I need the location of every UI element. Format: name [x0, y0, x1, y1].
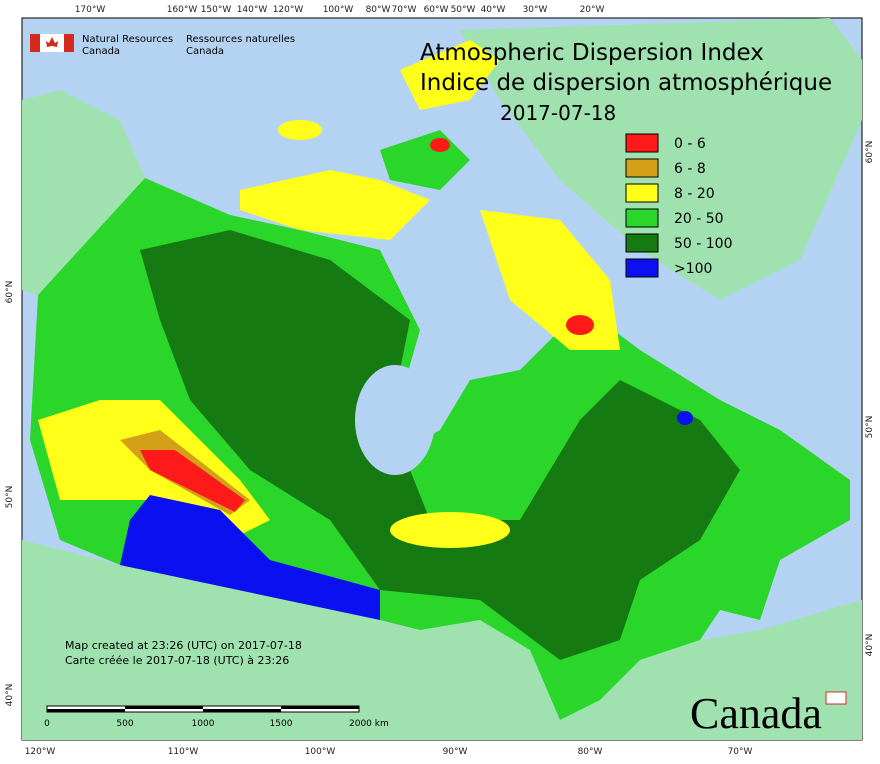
date: 2017-07-18 [500, 101, 616, 125]
legend-label: >100 [674, 261, 712, 277]
zone-gt-100 [677, 411, 693, 425]
legend-label: 50 - 100 [674, 236, 733, 252]
lon-label: 160°W [167, 5, 198, 15]
scale-label: 0 [44, 719, 50, 729]
top-labels: 170°W 160°W 150°W 140°W 120°W 100°W 80°W 70°W 60… [75, 5, 605, 15]
zone-0-6 [430, 138, 450, 152]
legend-swatch [625, 208, 659, 228]
lon-label: 100°W [323, 5, 354, 15]
wordmark-flag [825, 691, 847, 705]
agency-fr: Canada [186, 46, 224, 57]
legend-swatch [625, 133, 659, 153]
zone-50-100 [140, 230, 740, 660]
zone-labrador [480, 210, 620, 350]
zone-8-20 [390, 512, 510, 548]
lon-label: 50°W [451, 5, 476, 15]
zone-gt-100 [120, 495, 380, 620]
side-labels: 60°N 50°N 40°N 60°N 50°N 40°N [5, 141, 875, 707]
lon-label: 120°W [273, 5, 304, 15]
wordmark: Canada [690, 689, 822, 738]
footer: Map created at 23:26 (UTC) on 2017-07-18 [65, 639, 302, 652]
lat-label: 50°N [5, 486, 15, 509]
zone-0-6 [566, 315, 594, 335]
legend-label: 8 - 20 [674, 186, 715, 202]
lon-label: 170°W [75, 5, 106, 15]
lon-label: 110°W [168, 747, 199, 757]
footer: Carte créée le 2017-07-18 (UTC) à 23:26 [65, 654, 289, 667]
lat-label: 40°N [5, 684, 15, 707]
zone-0-6 [140, 450, 245, 512]
lon-label: 40°W [481, 5, 506, 15]
scale-seg [125, 706, 203, 709]
alaska [22, 90, 145, 295]
hudson-bay [355, 365, 435, 475]
lon-label: 150°W [201, 5, 232, 15]
lon-label: 70°W [392, 5, 417, 15]
legend-label: 0 - 6 [674, 136, 706, 152]
scale-label: 500 [116, 719, 133, 729]
usa [22, 540, 862, 740]
greenland [460, 18, 862, 300]
lon-label: 20°W [580, 5, 605, 15]
lon-label: 90°W [443, 747, 468, 757]
arctic-island [278, 120, 322, 140]
legend-swatch [625, 158, 659, 178]
lon-label: 120°W [25, 747, 56, 757]
bottom-labels: 120°W 110°W 100°W 90°W 80°W 70°W [25, 747, 753, 757]
scale-labels: 0 500 1000 1500 2000 km [44, 719, 389, 729]
scale-seg [47, 709, 125, 712]
lat-label: 60°N [5, 281, 15, 304]
agency-en: Canada [82, 46, 120, 57]
legend-label: 20 - 50 [674, 211, 724, 227]
scale-label: 2000 km [349, 719, 389, 729]
title: Indice de dispersion atmosphérique [420, 70, 832, 96]
legend: 0 - 6 6 - 8 8 - 20 20 - 50 50 - 100 >100 [625, 133, 733, 278]
flag-bar [30, 34, 40, 52]
legend-swatch [625, 183, 659, 203]
scale-label: 1500 [270, 719, 293, 729]
title: Atmospheric Dispersion Index [420, 40, 764, 66]
agency-en: Natural Resources [82, 34, 173, 45]
agency-fr: Ressources naturelles [186, 34, 295, 45]
arctic-island [400, 40, 500, 110]
lon-label: 100°W [305, 747, 336, 757]
scale-label: 1000 [192, 719, 215, 729]
maple-leaf [46, 37, 58, 47]
lon-label: 70°W [728, 747, 753, 757]
legend-swatch [625, 233, 659, 253]
flag-bar [64, 34, 74, 52]
scale-seg [203, 709, 281, 712]
lat-label: 60°N [865, 141, 875, 164]
lon-label: 30°W [523, 5, 548, 15]
lon-label: 80°W [578, 747, 603, 757]
lat-label: 40°N [865, 634, 875, 657]
lon-label: 140°W [237, 5, 268, 15]
lon-label: 80°W [366, 5, 391, 15]
legend-swatch [625, 258, 659, 278]
scale-seg [281, 706, 359, 709]
lat-label: 50°N [865, 416, 875, 439]
legend-label: 6 - 8 [674, 161, 706, 177]
arctic-island [240, 170, 430, 240]
lon-label: 60°W [424, 5, 449, 15]
